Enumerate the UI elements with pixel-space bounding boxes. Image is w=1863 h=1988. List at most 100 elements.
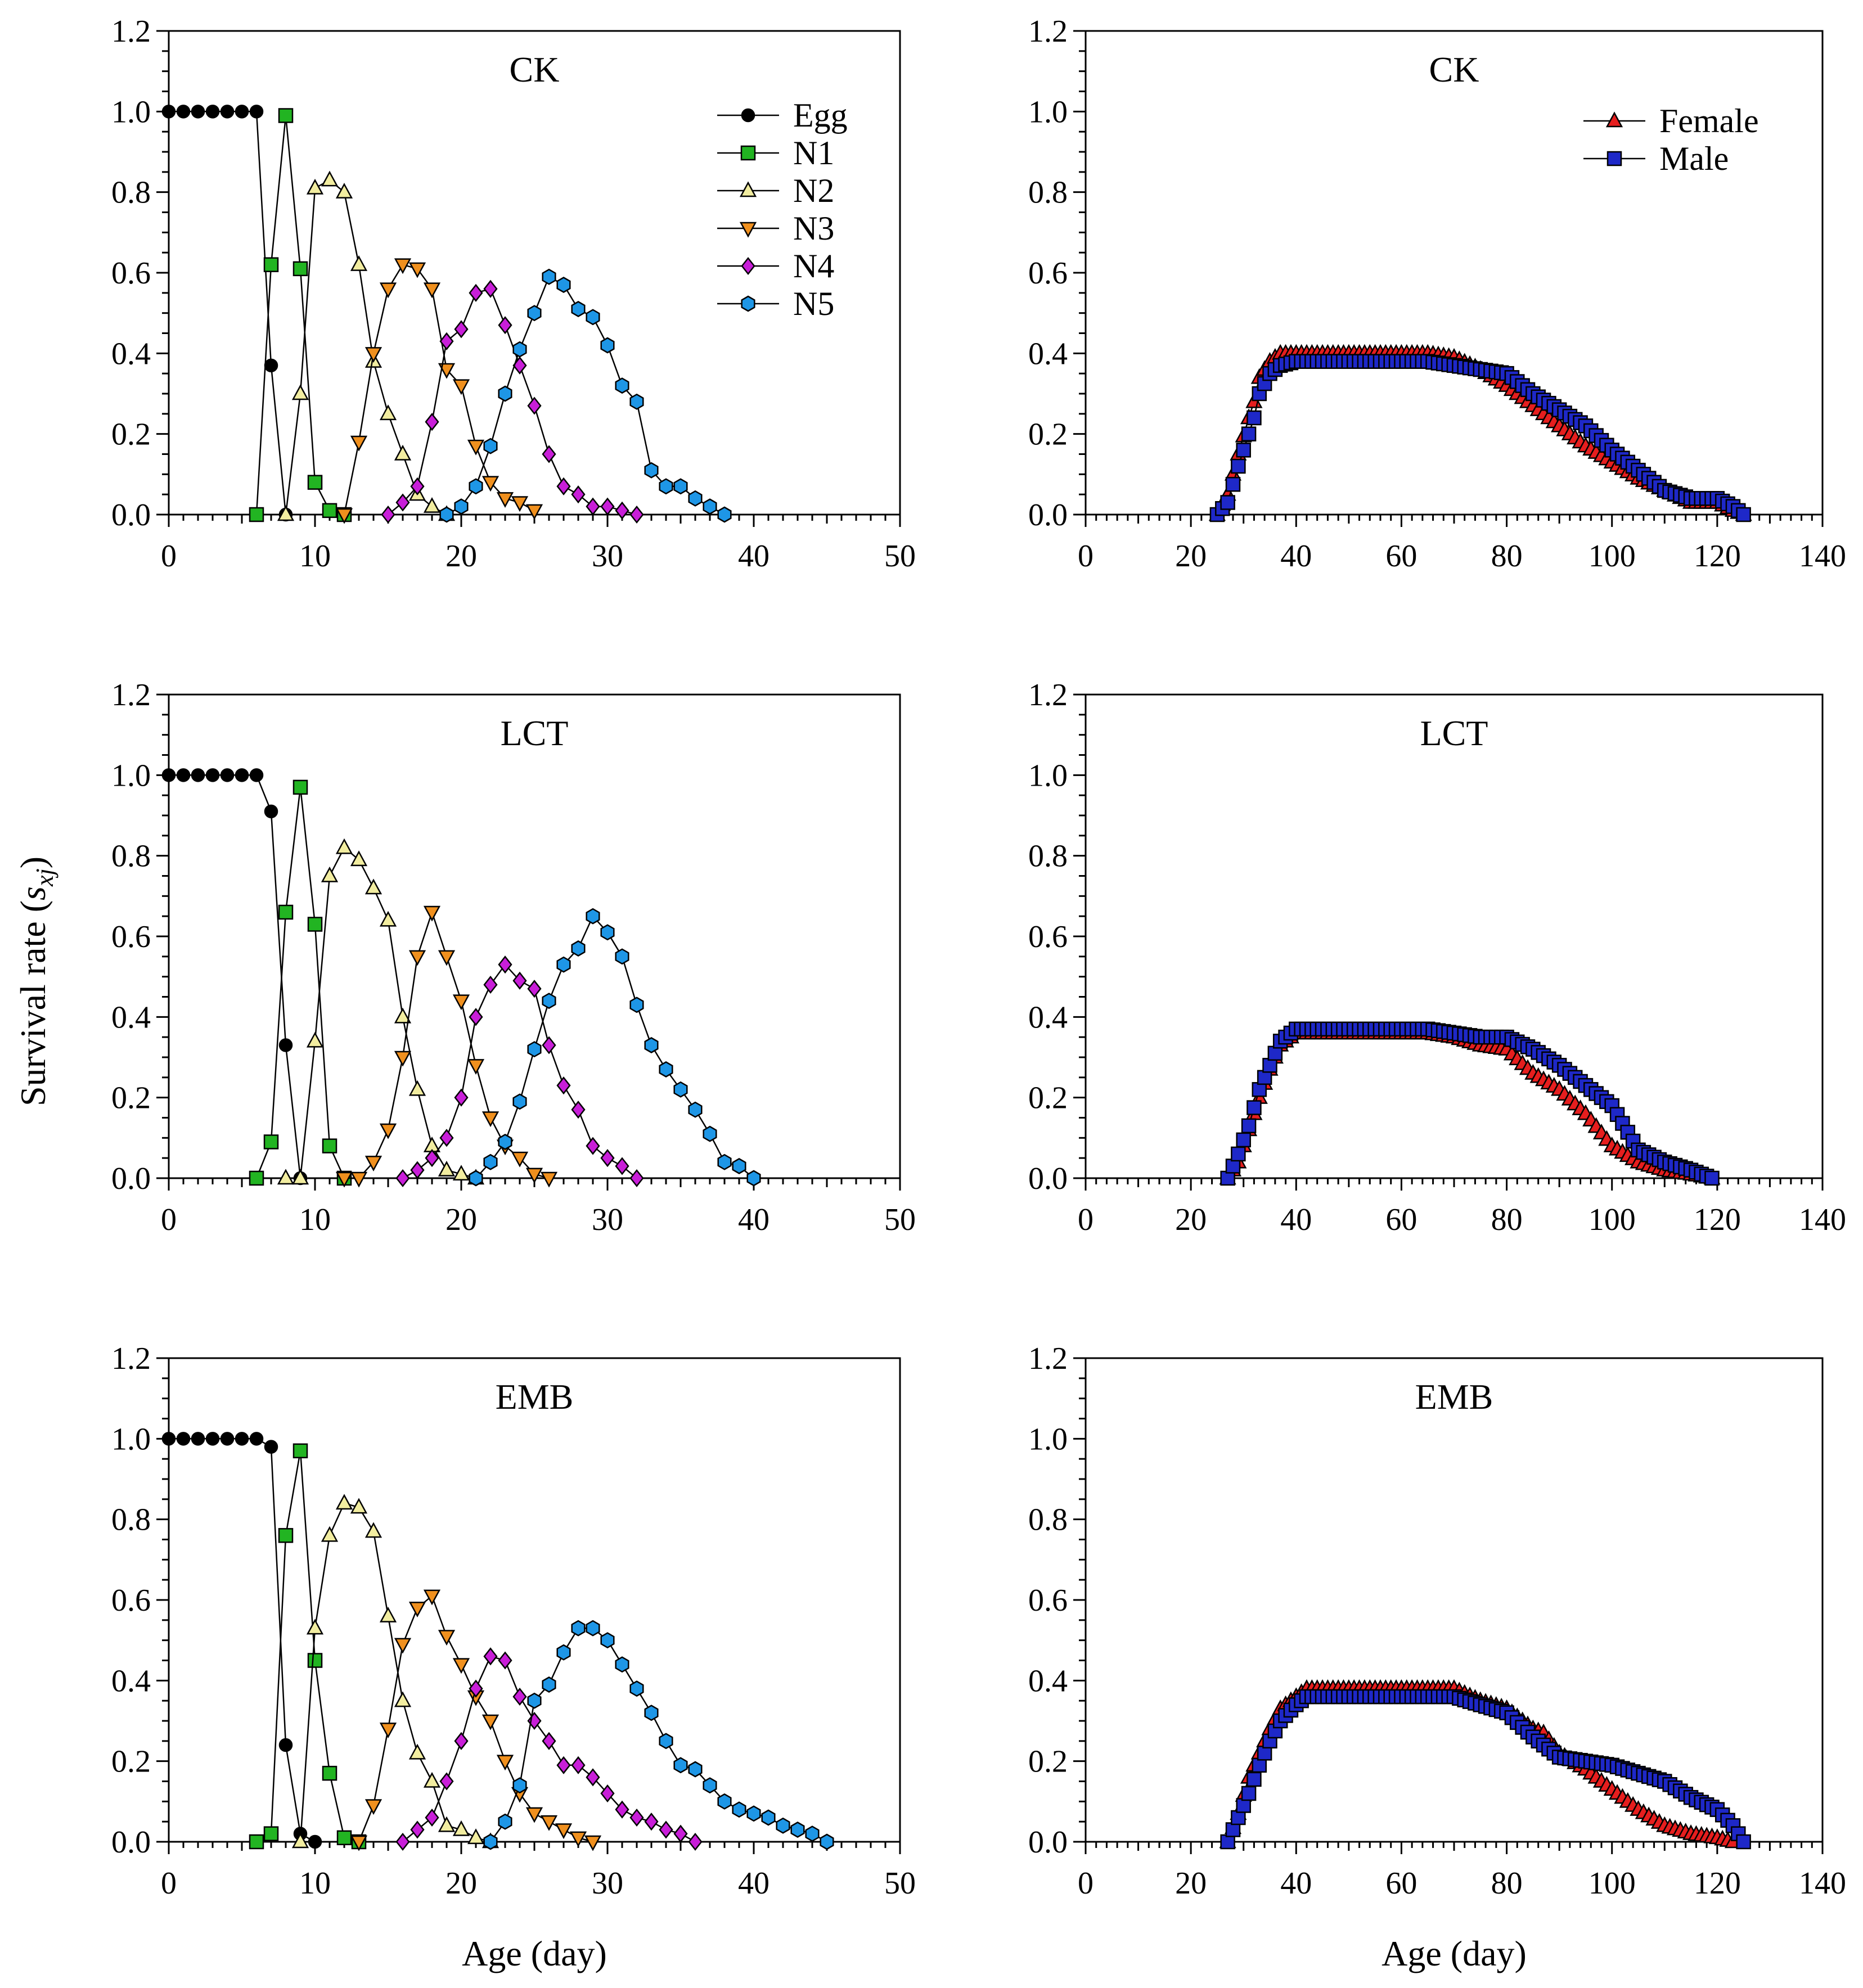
point-male xyxy=(1231,458,1246,474)
y-tick-label: 0.8 xyxy=(111,839,151,874)
point-n4 xyxy=(629,1169,644,1188)
x-tick-label: 50 xyxy=(884,1202,916,1237)
series-n1 xyxy=(249,779,352,1186)
point-n4 xyxy=(512,356,527,375)
y-tick-label: 1.0 xyxy=(1028,1422,1068,1457)
legend-marker-male xyxy=(1606,151,1622,166)
x-tick-label: 0 xyxy=(1078,1202,1094,1237)
point-n2 xyxy=(291,1832,309,1849)
x-tick-label: 60 xyxy=(1385,1202,1417,1237)
y-tick-label: 0.0 xyxy=(1028,498,1068,533)
point-n3 xyxy=(452,994,470,1011)
point-n3 xyxy=(350,1835,368,1851)
point-n4 xyxy=(586,497,600,516)
point-egg xyxy=(191,105,205,119)
y-tick-label: 0.4 xyxy=(1028,336,1068,371)
point-n3 xyxy=(482,1714,500,1730)
panel-title: CK xyxy=(1429,49,1479,89)
point-male xyxy=(1257,1746,1272,1761)
series-n4 xyxy=(395,1647,703,1851)
x-tick-label: 80 xyxy=(1491,1866,1523,1901)
point-n4 xyxy=(469,1679,483,1698)
y-tick-label: 0.2 xyxy=(111,1744,151,1779)
series-male xyxy=(1220,1689,1751,1850)
point-n1 xyxy=(322,503,338,519)
point-n3 xyxy=(482,1111,500,1128)
point-n4 xyxy=(425,413,439,431)
point-n2 xyxy=(335,183,353,199)
point-n4 xyxy=(527,980,542,998)
point-egg xyxy=(161,105,176,119)
point-male xyxy=(1262,1058,1277,1073)
y-tick-label: 0.4 xyxy=(111,1664,151,1698)
point-n2 xyxy=(306,1619,324,1635)
point-n2 xyxy=(335,1494,353,1510)
point-n3 xyxy=(482,476,500,492)
point-n5 xyxy=(717,506,732,523)
x-tick-label: 30 xyxy=(592,1202,623,1237)
legend-label: N2 xyxy=(793,172,834,209)
point-male xyxy=(1225,1158,1241,1174)
point-n5 xyxy=(820,1833,834,1850)
point-n2 xyxy=(408,1080,426,1096)
point-n4 xyxy=(615,501,629,520)
y-tick-label: 1.2 xyxy=(1028,678,1068,713)
point-n5 xyxy=(644,1037,659,1053)
series-male xyxy=(1220,1021,1720,1186)
panel-title: LCT xyxy=(1420,713,1488,753)
x-tick-label: 120 xyxy=(1694,539,1741,574)
point-egg xyxy=(161,768,176,782)
point-n1 xyxy=(307,475,323,490)
x-tick-label: 0 xyxy=(161,1202,177,1237)
point-n4 xyxy=(571,1101,586,1119)
legend-label: Egg xyxy=(793,97,848,134)
point-male xyxy=(1220,495,1235,510)
point-n5 xyxy=(571,940,586,957)
point-egg xyxy=(264,358,278,373)
legend-label: N3 xyxy=(793,210,834,247)
y-axis-title: Survival rate (sxj) xyxy=(13,856,58,1106)
x-tick-label: 120 xyxy=(1694,1202,1741,1237)
series-line xyxy=(169,1438,316,1843)
y-tick-label: 0.6 xyxy=(111,256,151,291)
point-n5 xyxy=(556,956,571,973)
point-egg xyxy=(264,1440,278,1454)
point-n1 xyxy=(278,1528,294,1543)
point-male xyxy=(1736,507,1751,522)
point-n1 xyxy=(278,108,294,123)
legend-marker-n3 xyxy=(739,222,757,238)
point-n4 xyxy=(483,280,498,298)
y-tick-label: 1.0 xyxy=(1028,94,1068,129)
point-n3 xyxy=(438,363,456,379)
point-n3 xyxy=(525,1167,543,1184)
y-tick-label: 0.6 xyxy=(111,1583,151,1618)
point-n4 xyxy=(615,1800,629,1819)
y-tick-label: 1.2 xyxy=(1028,14,1068,49)
point-n5 xyxy=(761,1809,776,1826)
y-tick-label: 0.2 xyxy=(111,1081,151,1116)
point-n3 xyxy=(335,1171,353,1188)
point-n2 xyxy=(438,1161,456,1176)
x-tick-label: 140 xyxy=(1799,1202,1846,1237)
point-n2 xyxy=(350,1498,368,1514)
panel-ck-adults: 0.0 0.2 0.4 0.6 0.8 1.0 1.2 0 20 40 60 80 100 120 140 C… xyxy=(1028,14,1846,574)
point-n5 xyxy=(527,305,542,322)
point-n1 xyxy=(322,1765,338,1781)
point-n4 xyxy=(395,1169,410,1188)
point-n4 xyxy=(469,1008,483,1026)
point-n4 xyxy=(483,975,498,994)
point-n5 xyxy=(717,1793,732,1810)
point-n1 xyxy=(249,1170,264,1186)
point-n3 xyxy=(525,504,543,520)
x-tick-label: 20 xyxy=(446,539,477,574)
point-n3 xyxy=(364,1799,382,1815)
point-n4 xyxy=(644,1813,659,1831)
point-n5 xyxy=(776,1817,790,1834)
point-n4 xyxy=(483,1647,498,1666)
x-tick-label: 30 xyxy=(592,539,623,574)
y-tick-label: 0.6 xyxy=(1028,919,1068,954)
y-tick-label: 1.0 xyxy=(111,94,151,129)
point-n5 xyxy=(556,277,571,293)
